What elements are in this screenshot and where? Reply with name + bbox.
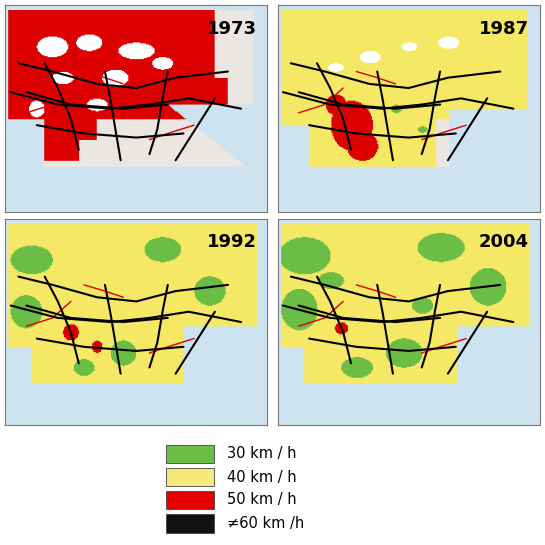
Text: ≠60 km /h: ≠60 km /h bbox=[227, 516, 304, 531]
Text: 1973: 1973 bbox=[207, 20, 257, 38]
FancyBboxPatch shape bbox=[166, 468, 214, 486]
FancyBboxPatch shape bbox=[166, 514, 214, 532]
Text: 1992: 1992 bbox=[207, 233, 257, 251]
Text: 50 km / h: 50 km / h bbox=[227, 492, 296, 507]
Text: 40 km / h: 40 km / h bbox=[227, 470, 296, 485]
Text: 1987: 1987 bbox=[479, 20, 529, 38]
Text: 2004: 2004 bbox=[479, 233, 529, 251]
Text: 30 km / h: 30 km / h bbox=[227, 446, 296, 461]
FancyBboxPatch shape bbox=[166, 490, 214, 509]
FancyBboxPatch shape bbox=[166, 445, 214, 463]
